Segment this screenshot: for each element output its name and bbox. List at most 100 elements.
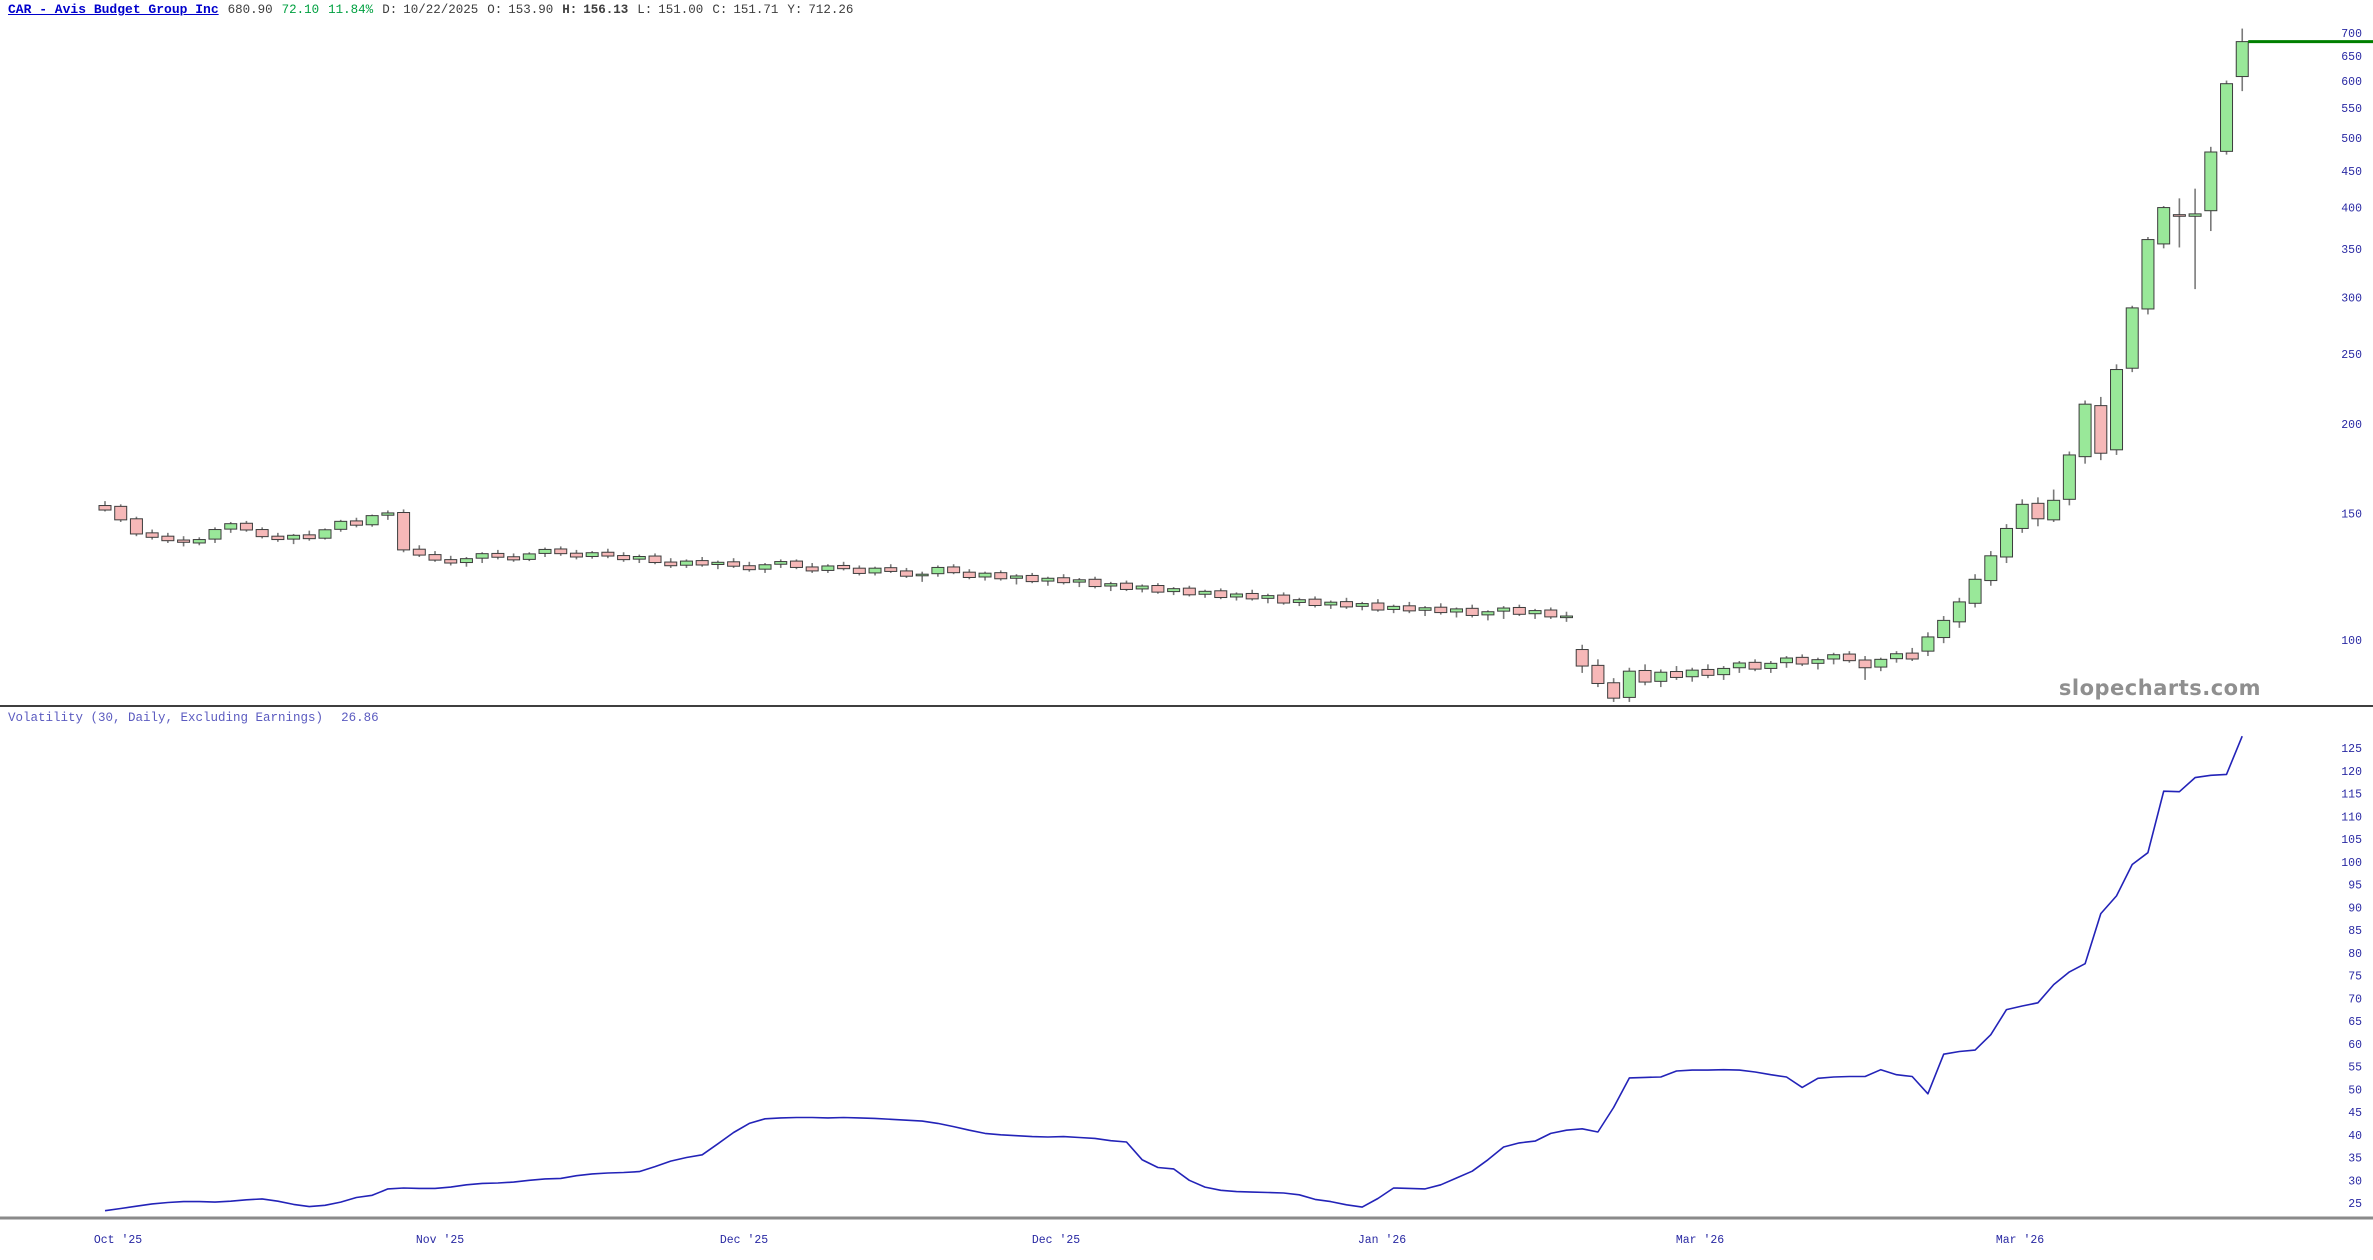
- candle-up[interactable]: [1780, 657, 1794, 664]
- candle-down[interactable]: [444, 559, 458, 564]
- candle-up[interactable]: [1167, 588, 1181, 593]
- candle-down[interactable]: [837, 564, 851, 570]
- candle-up[interactable]: [1827, 654, 1841, 660]
- candle-up[interactable]: [1528, 610, 1542, 615]
- candle-up[interactable]: [459, 558, 473, 564]
- candle-down[interactable]: [271, 535, 285, 541]
- candle-down[interactable]: [727, 561, 741, 567]
- candle-up[interactable]: [334, 520, 348, 530]
- candle-up[interactable]: [381, 512, 395, 516]
- candle-down[interactable]: [899, 570, 913, 577]
- candle-up[interactable]: [1261, 595, 1275, 599]
- candle-down[interactable]: [1402, 605, 1416, 612]
- candle-up[interactable]: [1229, 593, 1243, 598]
- candle-up[interactable]: [1497, 607, 1511, 612]
- candle-down[interactable]: [1701, 668, 1715, 676]
- candle-down[interactable]: [962, 571, 976, 578]
- candle-up[interactable]: [365, 515, 379, 526]
- candle-down[interactable]: [1638, 669, 1652, 683]
- candle-down[interactable]: [2031, 502, 2045, 520]
- candle-up[interactable]: [1811, 659, 1825, 664]
- candle-down[interactable]: [554, 548, 568, 555]
- candle-down[interactable]: [1748, 661, 1762, 670]
- candle-down[interactable]: [349, 520, 363, 526]
- candle-down[interactable]: [1434, 606, 1448, 614]
- candle-down[interactable]: [569, 552, 583, 558]
- candle-up[interactable]: [1009, 575, 1023, 579]
- candle-up[interactable]: [632, 556, 646, 560]
- candle-up[interactable]: [585, 552, 599, 558]
- candle-down[interactable]: [664, 561, 678, 567]
- volatility-label[interactable]: Volatility (30, Daily, Excluding Earning…: [8, 711, 324, 725]
- candle-up[interactable]: [1135, 585, 1149, 590]
- candle-down[interactable]: [1339, 601, 1353, 608]
- candle-up[interactable]: [1874, 658, 1888, 668]
- candlestick-series[interactable]: [98, 28, 2249, 702]
- candle-up[interactable]: [2188, 213, 2202, 217]
- candle-down[interactable]: [1245, 592, 1259, 600]
- candle-down[interactable]: [852, 567, 866, 574]
- candle-down[interactable]: [1214, 590, 1228, 599]
- candle-up[interactable]: [2125, 307, 2139, 369]
- candle-down[interactable]: [805, 566, 819, 572]
- candle-down[interactable]: [145, 532, 159, 538]
- candle-up[interactable]: [318, 529, 332, 539]
- candle-down[interactable]: [617, 555, 631, 561]
- candle-down[interactable]: [1371, 602, 1385, 611]
- candle-down[interactable]: [507, 556, 521, 561]
- candle-down[interactable]: [1025, 574, 1039, 583]
- candle-up[interactable]: [1292, 599, 1306, 603]
- candle-down[interactable]: [1277, 594, 1291, 604]
- candle-up[interactable]: [931, 566, 945, 575]
- candle-down[interactable]: [98, 505, 112, 511]
- candle-down[interactable]: [1151, 585, 1165, 593]
- candle-up[interactable]: [1717, 667, 1731, 676]
- candle-down[interactable]: [1575, 649, 1589, 667]
- candle-up[interactable]: [2000, 527, 2014, 558]
- candle-up[interactable]: [522, 553, 536, 560]
- candle-up[interactable]: [1732, 662, 1746, 669]
- candle-down[interactable]: [1795, 656, 1809, 665]
- candle-up[interactable]: [224, 523, 238, 530]
- candle-down[interactable]: [428, 554, 442, 561]
- candle-down[interactable]: [648, 555, 662, 564]
- candle-up[interactable]: [2047, 499, 2061, 521]
- candle-up[interactable]: [1685, 669, 1699, 678]
- candle-down[interactable]: [994, 572, 1008, 580]
- candle-down[interactable]: [397, 512, 411, 551]
- candle-down[interactable]: [1182, 587, 1196, 596]
- candle-up[interactable]: [2235, 41, 2249, 78]
- candle-up[interactable]: [1968, 578, 1982, 604]
- candle-up[interactable]: [1418, 607, 1432, 611]
- candle-up[interactable]: [978, 572, 992, 578]
- candle-up[interactable]: [774, 561, 788, 565]
- candle-up[interactable]: [1764, 662, 1778, 669]
- candle-down[interactable]: [1607, 682, 1621, 699]
- candle-down[interactable]: [1544, 609, 1558, 618]
- candle-down[interactable]: [2172, 214, 2186, 217]
- candle-down[interactable]: [1512, 606, 1526, 615]
- candle-up[interactable]: [1041, 577, 1055, 582]
- candle-down[interactable]: [177, 539, 191, 543]
- candle-down[interactable]: [239, 522, 253, 531]
- candle-up[interactable]: [915, 573, 929, 577]
- candle-down[interactable]: [1465, 607, 1479, 616]
- candle-up[interactable]: [538, 548, 552, 554]
- candle-up[interactable]: [821, 565, 835, 571]
- candle-down[interactable]: [601, 551, 615, 557]
- candle-up[interactable]: [1072, 579, 1086, 583]
- candle-up[interactable]: [679, 560, 693, 566]
- candle-down[interactable]: [2094, 405, 2108, 454]
- candle-up[interactable]: [2157, 207, 2171, 245]
- candle-down[interactable]: [114, 505, 128, 521]
- candle-up[interactable]: [2204, 151, 2218, 212]
- candle-up[interactable]: [1952, 601, 1966, 623]
- candle-up[interactable]: [1559, 615, 1573, 619]
- candle-down[interactable]: [947, 566, 961, 574]
- candle-up[interactable]: [1984, 555, 1998, 582]
- candle-up[interactable]: [2141, 239, 2155, 310]
- candle-up[interactable]: [1890, 653, 1904, 660]
- volatility-line[interactable]: [104, 735, 2243, 1212]
- candle-up[interactable]: [287, 534, 301, 540]
